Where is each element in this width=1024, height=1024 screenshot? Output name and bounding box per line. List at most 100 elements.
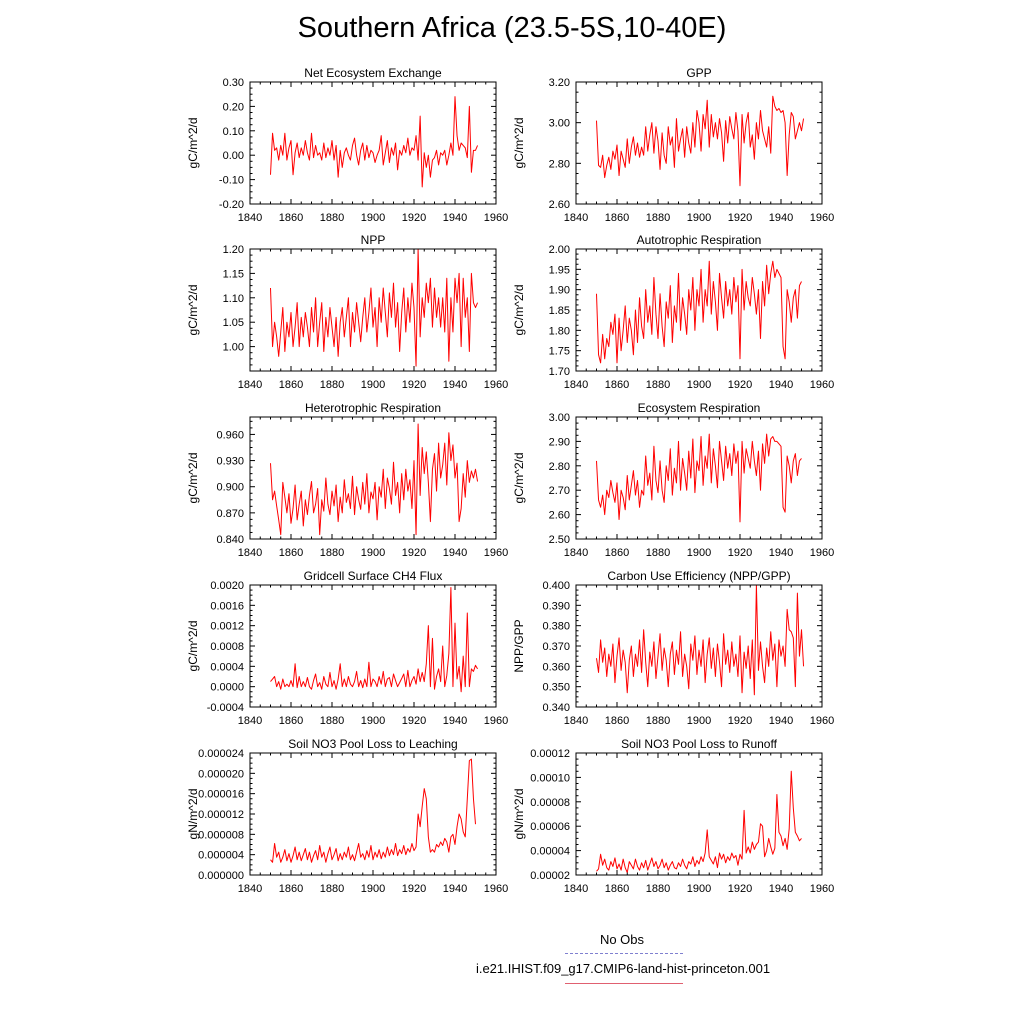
- x-tick-label: 1880: [320, 212, 344, 224]
- legend-obs-label: No Obs: [599, 932, 645, 947]
- y-tick-label: 0.390: [542, 600, 570, 612]
- x-tick-label: 1920: [728, 883, 752, 895]
- x-tick-label: 1880: [320, 715, 344, 727]
- x-tick-label: 1960: [484, 379, 508, 391]
- y-tick-label: 0.870: [216, 508, 244, 520]
- y-tick-label: 0.000012: [198, 809, 244, 821]
- y-tick-label: 3.00: [549, 412, 570, 424]
- x-tick-label: 1900: [687, 379, 711, 391]
- x-tick-label: 1860: [605, 715, 629, 727]
- x-tick-label: 1940: [443, 715, 467, 727]
- x-tick-label: 1960: [484, 547, 508, 559]
- plot-frame: [249, 248, 497, 372]
- x-tick-label: 1900: [687, 547, 711, 559]
- chart-panel: Autotrophic Respiration gC/m^2/d 1840 1860 1…: [512, 233, 834, 391]
- x-tick-label: 1880: [646, 547, 670, 559]
- panel-title: Soil NO3 Pool Loss to Runoff: [621, 737, 778, 751]
- y-tick-label: 1.80: [549, 325, 570, 337]
- y-tick-label: 0.0020: [210, 580, 244, 592]
- chart-panel: NPP gC/m^2/d 1840 1860 1880 1900 1920 1940 1960 1…: [186, 233, 508, 391]
- x-tick-label: 1880: [320, 547, 344, 559]
- x-tick-label: 1880: [320, 883, 344, 895]
- y-tick-label: 0.0000: [210, 682, 244, 694]
- data-series-line: [596, 95, 805, 187]
- x-tick-label: 1900: [361, 212, 385, 224]
- y-tick-label: 2.80: [549, 158, 570, 170]
- x-tick-label: 1840: [564, 547, 588, 559]
- y-axis-label: gN/m^2/d: [186, 789, 200, 840]
- x-tick-label: 1860: [605, 379, 629, 391]
- panel-title: Heterotrophic Respiration: [305, 401, 441, 415]
- x-tick-label: 1940: [443, 212, 467, 224]
- y-tick-label: 0.00006: [530, 821, 570, 833]
- x-tick-label: 1880: [320, 379, 344, 391]
- y-tick-label: 0.370: [542, 641, 570, 653]
- x-tick-label: 1840: [564, 715, 588, 727]
- legend-model-label: i.e21.IHIST.f09_g17.CMIP6-land-hist-prin…: [475, 961, 771, 976]
- data-series-line: [270, 249, 479, 367]
- y-tick-label: 1.20: [223, 244, 244, 256]
- x-tick-label: 1840: [238, 379, 262, 391]
- x-tick-label: 1880: [646, 883, 670, 895]
- x-tick-label: 1840: [238, 715, 262, 727]
- x-tick-label: 1940: [769, 715, 793, 727]
- x-tick-label: 1940: [769, 547, 793, 559]
- x-tick-label: 1920: [728, 212, 752, 224]
- panel-title: Soil NO3 Pool Loss to Leaching: [288, 737, 457, 751]
- x-tick-label: 1880: [646, 715, 670, 727]
- y-tick-label: 0.00002: [530, 870, 570, 882]
- y-tick-label: 0.000020: [198, 768, 244, 780]
- x-tick-label: 1920: [402, 883, 426, 895]
- y-tick-label: 0.960: [216, 429, 244, 441]
- y-tick-label: 1.10: [223, 293, 244, 305]
- y-tick-label: 0.350: [542, 682, 570, 694]
- y-tick-label: -0.0004: [207, 702, 244, 714]
- x-tick-label: 1860: [605, 212, 629, 224]
- y-axis-label: gC/m^2/d: [512, 118, 526, 169]
- y-tick-label: 0.10: [223, 126, 244, 138]
- chart-panel: Soil NO3 Pool Loss to Leaching gN/m^2/d 18…: [186, 737, 508, 895]
- x-tick-label: 1940: [769, 883, 793, 895]
- y-tick-label: 0.00008: [530, 797, 570, 809]
- y-tick-label: 0.00012: [530, 748, 570, 760]
- figure-title: Southern Africa (23.5-5S,10-40E): [297, 12, 727, 44]
- chart-panel: Ecosystem Respiration gC/m^2/d 1840 1860 188…: [512, 401, 834, 559]
- y-tick-label: 0.000000: [198, 870, 244, 882]
- y-tick-label: 0.000016: [198, 789, 244, 801]
- y-tick-label: 0.0004: [210, 661, 244, 673]
- panel-title: Gridcell Surface CH4 Flux: [304, 569, 443, 583]
- chart-panel: Gridcell Surface CH4 Flux gC/m^2/d 1840 186…: [186, 569, 508, 727]
- chart-panel: Net Ecosystem Exchange gC/m^2/d 1840 1860 18…: [186, 66, 508, 224]
- x-tick-label: 1900: [361, 883, 385, 895]
- y-tick-label: 0.380: [542, 621, 570, 633]
- y-tick-label: 0.30: [223, 77, 244, 89]
- x-tick-label: 1840: [564, 379, 588, 391]
- y-tick-label: 0.900: [216, 482, 244, 494]
- plot-frame: [249, 584, 497, 708]
- x-tick-label: 1940: [769, 212, 793, 224]
- y-tick-label: -0.20: [219, 199, 244, 211]
- x-tick-label: 1840: [238, 883, 262, 895]
- x-tick-label: 1920: [728, 715, 752, 727]
- data-series-line: [270, 587, 478, 693]
- y-tick-label: 0.840: [216, 534, 244, 546]
- chart-panel: Soil NO3 Pool Loss to Runoff gN/m^2/d 1840…: [512, 737, 834, 895]
- y-tick-label: 2.60: [549, 199, 570, 211]
- x-tick-label: 1900: [687, 883, 711, 895]
- x-tick-label: 1840: [238, 212, 262, 224]
- x-tick-label: 1840: [564, 883, 588, 895]
- y-tick-label: 2.90: [549, 436, 570, 448]
- y-tick-label: 1.90: [549, 285, 570, 297]
- x-tick-label: 1940: [443, 547, 467, 559]
- y-tick-label: 1.75: [549, 346, 570, 358]
- y-axis-label: NPP/GPP: [512, 619, 526, 672]
- x-tick-label: 1860: [279, 547, 303, 559]
- plot-frame: [249, 81, 497, 205]
- x-tick-label: 1960: [484, 883, 508, 895]
- y-axis-label: gC/m^2/d: [186, 285, 200, 336]
- x-tick-label: 1860: [279, 715, 303, 727]
- x-tick-label: 1920: [728, 379, 752, 391]
- x-tick-label: 1960: [810, 715, 834, 727]
- data-series-line: [270, 423, 479, 536]
- y-tick-label: 0.360: [542, 661, 570, 673]
